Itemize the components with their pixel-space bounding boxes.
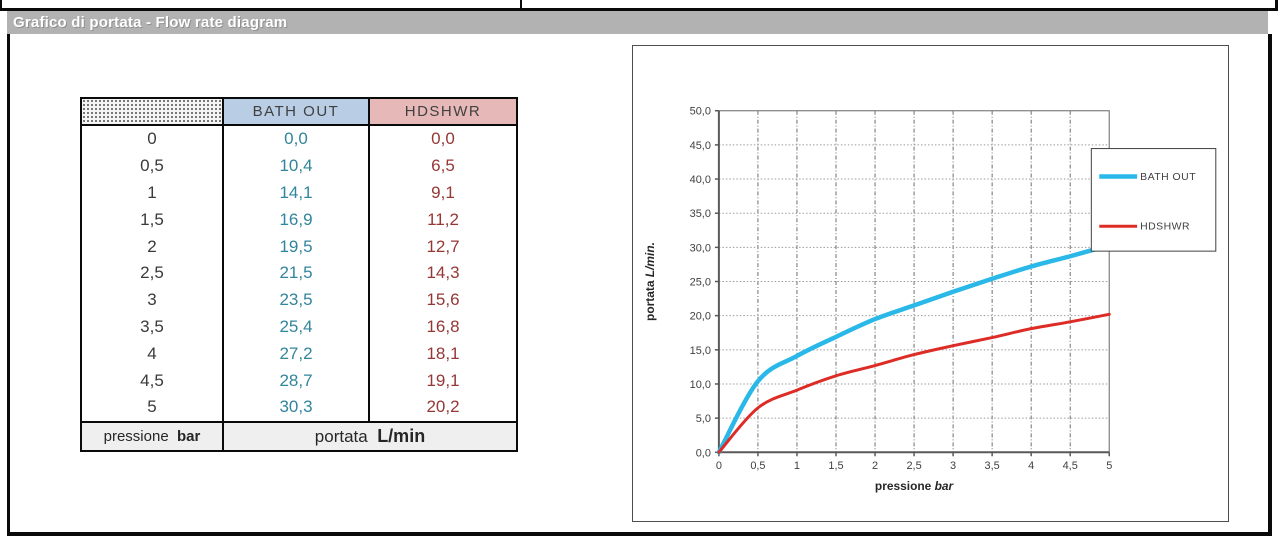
title-bar: Grafico di portata - Flow rate diagram (7, 11, 1268, 34)
bath-out-value-cell: 27,2 (222, 340, 370, 368)
hdshwr-value-cell: 0,0 (368, 125, 518, 153)
y-tick-label: 40,0 (690, 174, 711, 186)
x-tick-label: 1,5 (828, 460, 843, 472)
y-tick-label: 35,0 (690, 208, 711, 220)
y-tick-label: 10,0 (690, 379, 711, 391)
hdshwr-value-cell: 20,2 (368, 393, 518, 422)
table-footer-row: pressione bar portata L/min (80, 420, 518, 452)
pressure-cell: 4 (80, 340, 224, 368)
table-corner-pattern-cell (80, 97, 224, 126)
table-row: 3 23,5 15,6 (80, 286, 518, 314)
flow-unit: L/min (377, 425, 426, 446)
table-row: 3,5 25,4 16,8 (80, 313, 518, 341)
bath-out-value-cell: 23,5 (222, 286, 370, 314)
table-row: 2 19,5 12,7 (80, 233, 518, 260)
flow-rate-table: BATH OUT HDSHWR 0 0,0 0,0 0,5 10,4 6,5 1 14,1 9,… (80, 97, 518, 452)
pressure-cell: 2,5 (80, 259, 224, 287)
hdshwr-value-cell: 19,1 (368, 367, 518, 394)
hdshwr-value-cell: 18,1 (368, 340, 518, 368)
table-row: 0,5 10,4 6,5 (80, 152, 518, 180)
table-row: 1 14,1 9,1 (80, 179, 518, 207)
x-tick-label: 3,5 (985, 460, 1000, 472)
x-tick-label: 2,5 (906, 460, 921, 472)
x-axis-title: pressione bar (875, 479, 955, 493)
y-tick-label: 45,0 (690, 140, 711, 152)
hdshwr-value-cell: 12,7 (368, 233, 518, 260)
bath-out-value-cell: 16,9 (222, 206, 370, 234)
top-strip (0, 0, 1278, 11)
table-row: 4 27,2 18,1 (80, 340, 518, 368)
flow-rate-chart: 0,0 5,0 10,0 15,0 20,0 25,0 30,0 35,0 40,0 45,0 50… (632, 45, 1229, 522)
bath-out-value-cell: 30,3 (222, 393, 370, 422)
y-axis-title: portata L/min. (643, 242, 657, 321)
pressure-cell: 0 (80, 125, 224, 153)
x-tick-label: 4 (1028, 460, 1034, 472)
table-header-row: BATH OUT HDSHWR (80, 97, 518, 126)
pressure-cell: 0,5 (80, 152, 224, 180)
top-strip-cell-divider (520, 0, 522, 8)
x-tick-label: 5 (1106, 460, 1112, 472)
legend-label: BATH OUT (1140, 172, 1196, 183)
hdshwr-value-cell: 16,8 (368, 313, 518, 341)
table-row: 0 0,0 0,0 (80, 125, 518, 153)
chart-canvas: 0,05,010,015,020,025,030,035,040,045,050… (643, 106, 1217, 493)
pressure-cell: 3,5 (80, 313, 224, 341)
y-tick-label: 5,0 (696, 413, 711, 425)
y-tick-label: 50,0 (690, 106, 711, 118)
table-body: 0 0,0 0,0 0,5 10,4 6,5 1 14,1 9,1 1,5 16,9 11,2 2 19,… (80, 125, 518, 422)
x-tick-label: 3 (950, 460, 956, 472)
pressure-cell: 4,5 (80, 367, 224, 394)
bath-out-value-cell: 19,5 (222, 233, 370, 260)
table-row: 4,5 28,7 19,1 (80, 367, 518, 394)
y-tick-label: 15,0 (690, 345, 711, 357)
hdshwr-value-cell: 15,6 (368, 286, 518, 314)
x-tick-label: 0 (716, 460, 722, 472)
pressure-cell: 1 (80, 179, 224, 207)
column-header-bath-out: BATH OUT (222, 97, 370, 126)
bath-out-value-cell: 28,7 (222, 367, 370, 394)
x-tick-label: 0,5 (750, 460, 765, 472)
y-tick-label: 0,0 (696, 447, 711, 459)
pressure-label: pressione (103, 427, 169, 445)
bath-out-value-cell: 0,0 (222, 125, 370, 153)
y-tick-label: 25,0 (690, 276, 711, 288)
legend-box (1090, 148, 1217, 252)
bath-out-value-cell: 25,4 (222, 313, 370, 341)
hdshwr-value-cell: 6,5 (368, 152, 518, 180)
table-row: 5 30,3 20,2 (80, 393, 518, 422)
pressure-cell: 1,5 (80, 206, 224, 234)
flow-unit-cell: portata L/min (222, 420, 518, 452)
table-row: 1,5 16,9 11,2 (80, 206, 518, 234)
x-tick-label: 1 (794, 460, 800, 472)
legend-label: HDSHWR (1140, 222, 1190, 233)
x-tick-label: 4,5 (1063, 460, 1078, 472)
x-tick-label: 2 (872, 460, 878, 472)
column-header-hdshwr: HDSHWR (368, 97, 518, 126)
bath-out-line (716, 243, 1112, 455)
pressure-cell: 2 (80, 233, 224, 260)
bath-out-value-cell: 14,1 (222, 179, 370, 207)
bath-out-value-cell: 21,5 (222, 259, 370, 287)
flow-label: portata (314, 426, 368, 446)
bath-out-value-cell: 10,4 (222, 152, 370, 180)
y-tick-label: 30,0 (690, 242, 711, 254)
hdshwr-value-cell: 14,3 (368, 259, 518, 287)
table-row: 2,5 21,5 14,3 (80, 259, 518, 287)
pressure-unit: bar (177, 427, 201, 445)
hdshwr-value-cell: 9,1 (368, 179, 518, 207)
pressure-cell: 3 (80, 286, 224, 314)
pressure-cell: 5 (80, 393, 224, 422)
page-title: Grafico di portata - Flow rate diagram (13, 14, 288, 31)
hdshwr-value-cell: 11,2 (368, 206, 518, 234)
pressure-unit-cell: pressione bar (80, 420, 224, 452)
y-tick-label: 20,0 (690, 311, 711, 323)
hdshwr-line (717, 312, 1111, 454)
